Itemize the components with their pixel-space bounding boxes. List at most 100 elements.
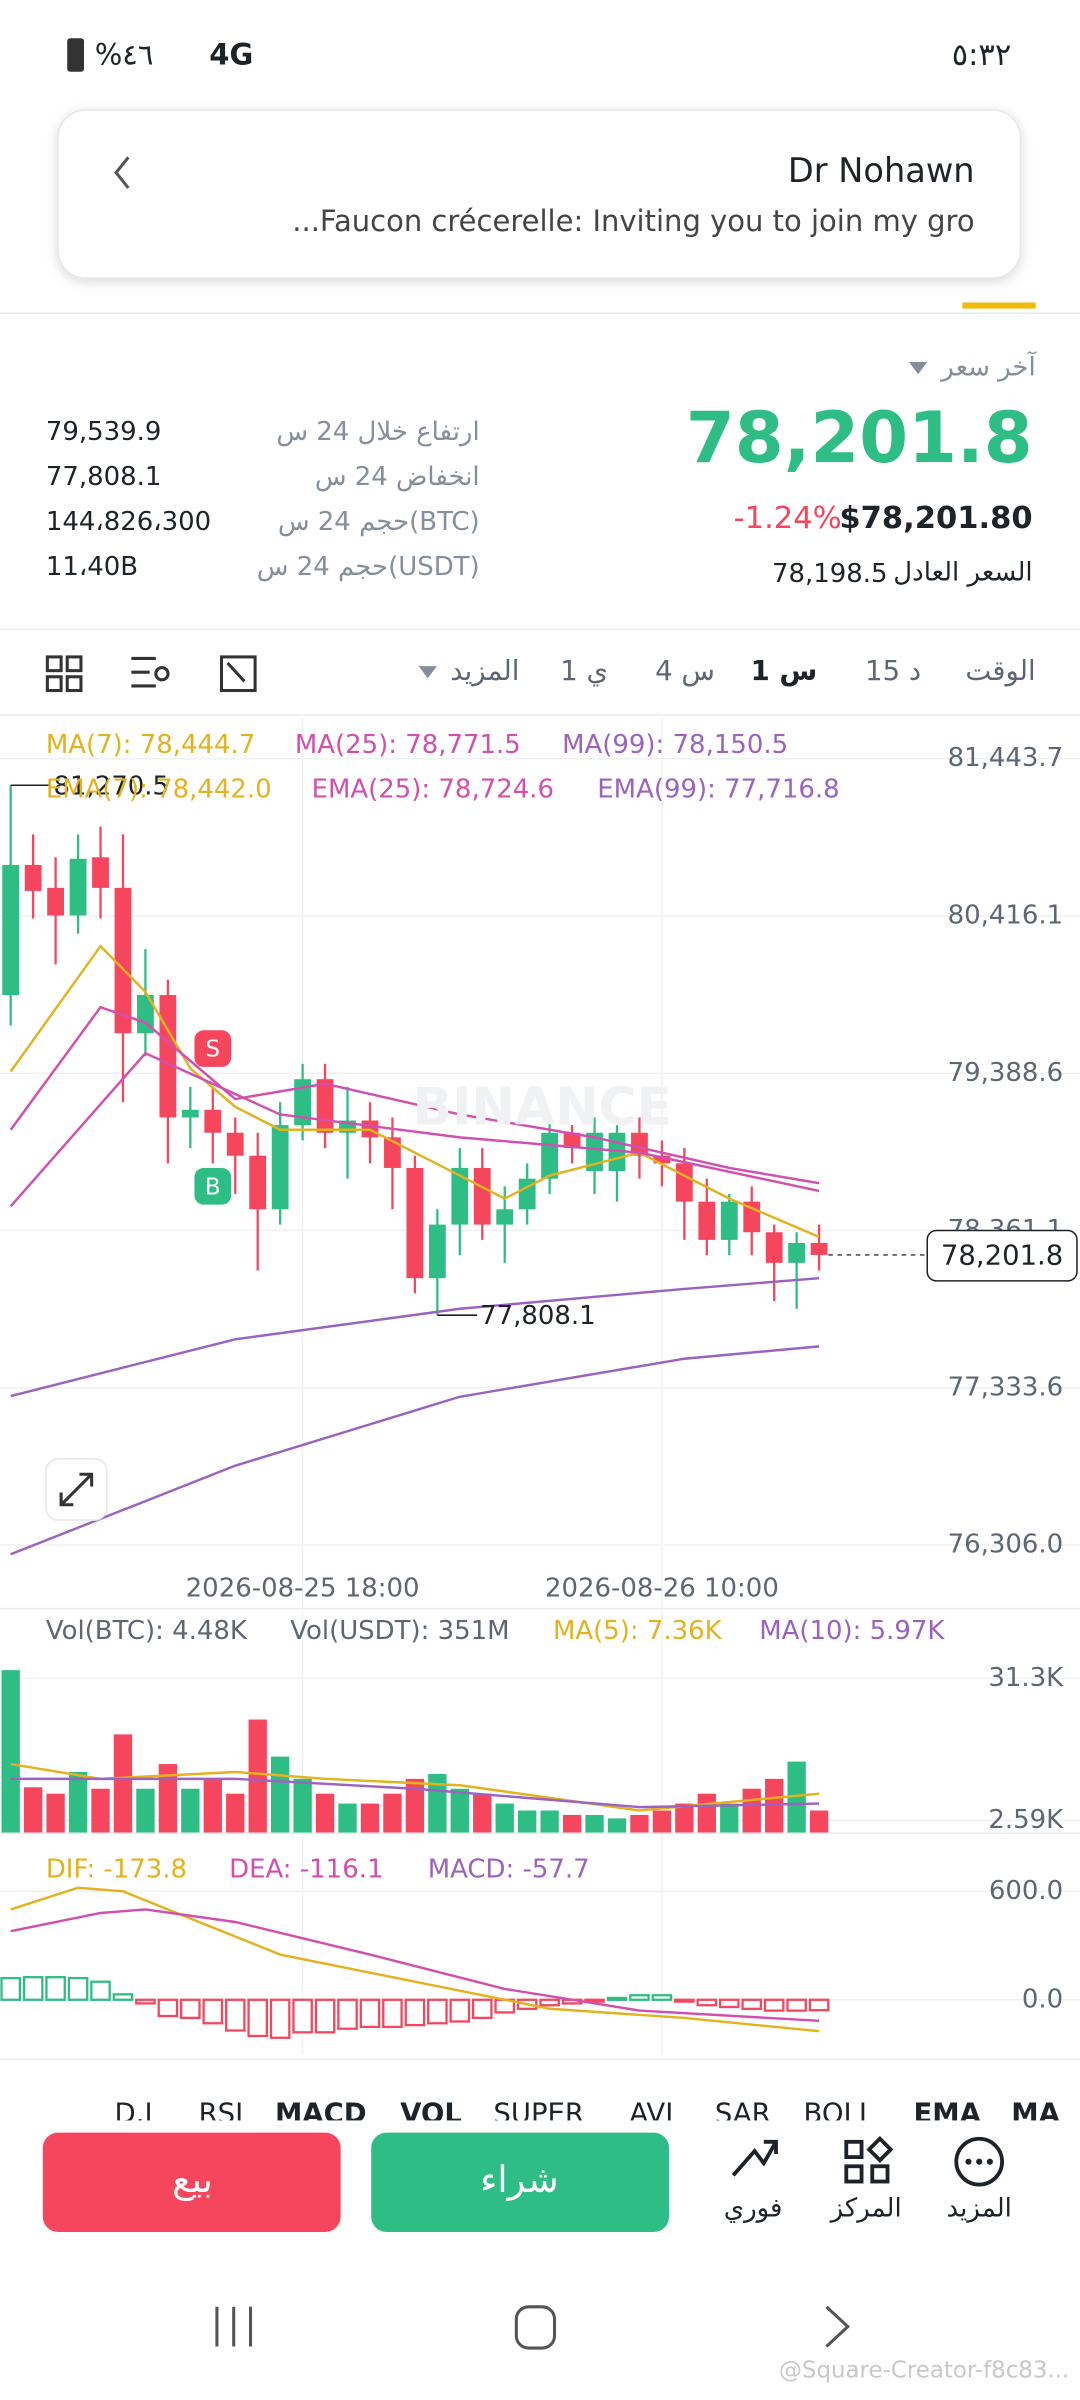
legend-item: EMA(7): 78,442.0	[46, 774, 272, 804]
draw-icon[interactable]	[219, 655, 257, 693]
timeframe[interactable]: 15 د	[865, 655, 921, 687]
macd-bar	[314, 1998, 336, 2034]
notification-title: Dr Nohawn	[788, 151, 975, 190]
candle-body	[586, 1132, 603, 1172]
volume-bar	[540, 1810, 559, 1834]
expand-icon[interactable]	[59, 1472, 94, 1507]
notification-card[interactable]	[57, 109, 1022, 279]
stat-value: 11،40B	[46, 552, 138, 582]
y-tick-label: 31.3K	[988, 1663, 1064, 1693]
macd-bar	[674, 1998, 695, 2003]
settings-icon[interactable]	[154, 666, 170, 682]
position-icon-part[interactable]	[870, 2164, 890, 2184]
back-chevron[interactable]	[114, 156, 130, 189]
toolbar-icons[interactable]	[45, 655, 257, 693]
macd-bar	[202, 1998, 224, 2025]
last-price-tag	[926, 1229, 1078, 1282]
y-tick-label: 600.0	[989, 1876, 1063, 1906]
layout-icon[interactable]	[65, 675, 83, 693]
timeframe[interactable]: المزيد	[450, 655, 519, 687]
macd-bar	[763, 1998, 785, 2012]
macd-bar	[382, 1998, 403, 2029]
nav-recent[interactable]	[215, 2306, 253, 2347]
buy-button-bg[interactable]	[371, 2132, 670, 2232]
more-dot	[965, 2158, 972, 2165]
macd-bar	[269, 1998, 291, 2039]
signal-badge	[194, 1030, 232, 1067]
layout-icon[interactable]	[45, 655, 63, 673]
position-icon-part[interactable]	[844, 2164, 864, 2184]
macd-bar	[606, 1996, 628, 2001]
stats: ارتفاع خلال 24 س 79,539.9 انخفاض 24 س 77,80…	[46, 417, 480, 582]
timeframe[interactable]: 4 س	[655, 655, 715, 687]
notification-body: ...Faucon crécerelle: Inviting you to jo…	[292, 204, 974, 238]
watermark-logo: BINANCE	[413, 1078, 673, 1138]
volume-bar	[405, 1778, 425, 1834]
macd-bar	[292, 1998, 313, 2034]
sell-button-bg[interactable]	[42, 2132, 341, 2232]
candle-body	[204, 1109, 222, 1133]
more-icon[interactable]	[954, 2136, 1005, 2187]
volume-bar	[113, 1734, 133, 1834]
candle-body	[294, 1079, 312, 1126]
candle-body	[24, 864, 42, 891]
macd-bar	[449, 1998, 471, 2023]
volume-bar	[270, 1756, 290, 1834]
settings-icon[interactable]	[131, 656, 156, 688]
sell-button[interactable]: بيع	[42, 2132, 341, 2232]
candle-body	[249, 1155, 267, 1210]
volume-bar	[315, 1793, 335, 1834]
more-dot	[986, 2158, 993, 2165]
notification[interactable]: Dr Nohawn ...Faucon crécerelle: Inviting…	[57, 109, 1022, 279]
more-label[interactable]: المزيد	[947, 2194, 1012, 2224]
timeframe[interactable]: 1 س	[751, 655, 818, 687]
macd-bar	[135, 1998, 156, 2005]
macd-bar	[696, 1998, 718, 2007]
timeframe[interactable]: الوقت	[965, 655, 1035, 687]
volume-bar	[338, 1803, 357, 1834]
volume-bar	[450, 1788, 469, 1834]
buy-button[interactable]: شراء	[371, 2132, 670, 2232]
candle-body	[765, 1232, 783, 1263]
position-label[interactable]: المركز	[829, 2194, 902, 2224]
nav-home[interactable]	[514, 2305, 557, 2350]
position-icon[interactable]	[844, 2135, 894, 2184]
position-icon-part[interactable]	[844, 2139, 864, 2160]
macd-bar	[180, 1998, 201, 2020]
spot-label[interactable]: فوري	[724, 2194, 783, 2224]
annotation-label: 81,270.5	[53, 771, 169, 801]
draw-icon[interactable]	[226, 661, 246, 683]
watermark: @Square-Creator-f8c83...	[779, 2357, 1069, 2383]
candle-body	[563, 1132, 581, 1149]
candle-body	[653, 1155, 671, 1164]
candle-body	[518, 1178, 536, 1210]
volume-bar	[226, 1793, 245, 1834]
candle-body	[788, 1242, 806, 1263]
volume-bar	[809, 1810, 829, 1834]
spot-icon[interactable]	[731, 2139, 778, 2177]
battery-icon	[67, 38, 85, 72]
position-icon-part[interactable]	[866, 2135, 894, 2163]
volume-bar	[562, 1814, 582, 1834]
volume-bar	[293, 1778, 312, 1834]
candle-body	[137, 995, 154, 1034]
sell-label[interactable]: بيع	[172, 2158, 213, 2201]
volume-bar	[68, 1771, 88, 1834]
legend-item: MA(7): 78,444.7	[46, 730, 255, 760]
layout-icon[interactable]	[65, 655, 83, 673]
macd-bar	[404, 1998, 426, 2027]
candle-body	[428, 1224, 446, 1279]
stat-value: 77,808.1	[46, 462, 162, 492]
nav-back[interactable]	[825, 2305, 851, 2348]
layout-icon[interactable]	[45, 675, 63, 693]
macd-bar	[471, 1998, 493, 2020]
volume-bar	[203, 1778, 222, 1834]
timeframe[interactable]: 1 ي	[560, 655, 608, 687]
more-dot	[976, 2158, 983, 2165]
volume-bar	[518, 1810, 537, 1834]
indicator-line	[9, 1005, 820, 1185]
buy-label[interactable]: شراء	[480, 2158, 558, 2201]
y-tick-label: 79,388.6	[948, 1058, 1064, 1088]
volume-bar	[158, 1764, 178, 1834]
